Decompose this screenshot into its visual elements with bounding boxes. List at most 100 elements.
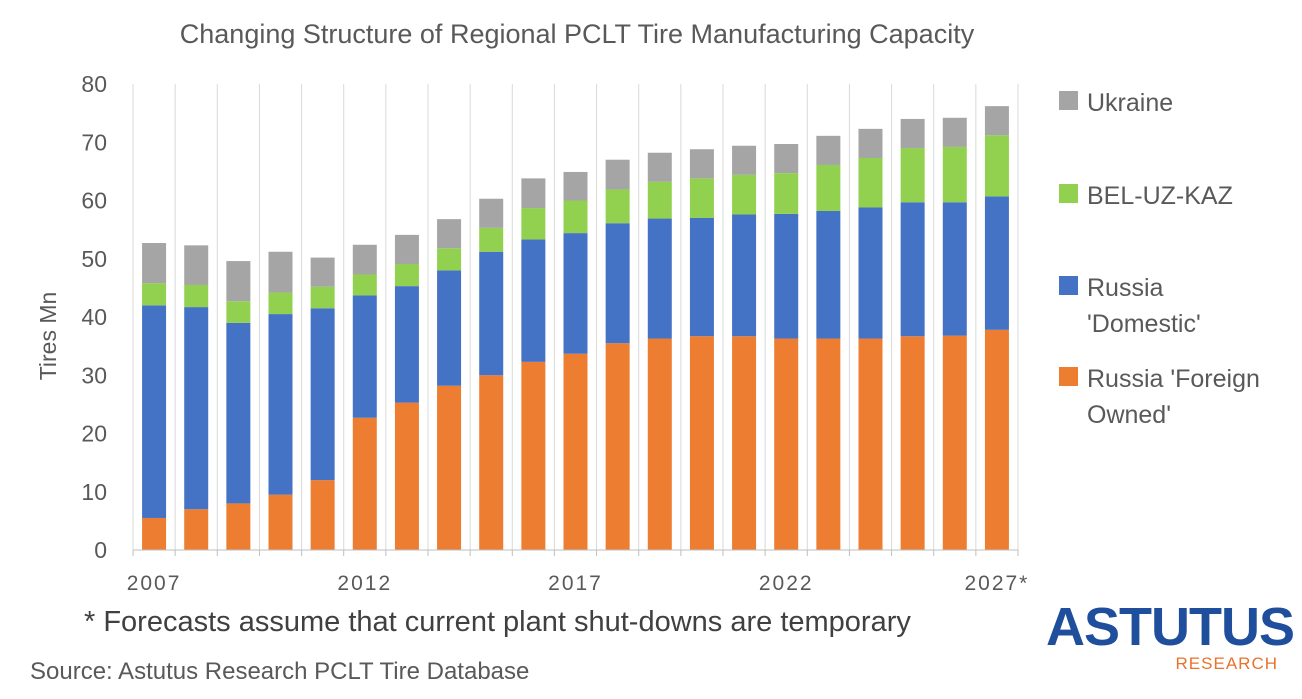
bar-segment	[479, 198, 504, 228]
bar-segment	[605, 223, 630, 344]
bar-segment	[816, 164, 841, 211]
bar-segment	[732, 174, 757, 215]
bar-segment	[268, 314, 293, 495]
bar-segment	[942, 146, 967, 203]
bar-segment	[605, 343, 630, 550]
bar-segment	[268, 292, 293, 315]
x-tick-label: 2027*	[964, 572, 1029, 595]
bar-segment	[352, 244, 377, 275]
bar-segment	[142, 283, 167, 306]
bar-segment	[352, 295, 377, 418]
bar-segment	[394, 286, 419, 403]
bar-segment	[521, 208, 546, 240]
bar-segment	[605, 159, 630, 190]
bar-segment	[689, 217, 714, 337]
bar-segment	[942, 117, 967, 147]
bar-segment	[647, 218, 672, 339]
bar-segment	[774, 338, 799, 550]
bar-segment	[900, 202, 925, 337]
bar-segment	[479, 251, 504, 376]
bar-segment	[437, 385, 462, 550]
bar-segment	[984, 329, 1009, 550]
bar-segment	[310, 308, 335, 481]
bar-segment	[774, 173, 799, 214]
legend-label: Russia	[1087, 274, 1164, 302]
y-axis-label: Tires Mn	[35, 292, 61, 381]
bar-segment	[774, 143, 799, 174]
chart-title: Changing Structure of Regional PCLT Tire…	[180, 19, 975, 49]
bar-segment	[984, 196, 1009, 330]
x-tick-label: 2022	[759, 572, 814, 595]
legend-label: BEL-UZ-KAZ	[1087, 182, 1233, 210]
x-tick-label: 2012	[337, 572, 392, 595]
bar-segment	[310, 480, 335, 550]
bar-segment	[942, 202, 967, 336]
bar-segment	[521, 178, 546, 209]
bar-segment	[184, 284, 209, 308]
bar-segment	[437, 248, 462, 271]
y-tick-label: 20	[81, 421, 107, 447]
bar-segment	[858, 128, 883, 158]
bar-segment	[352, 274, 377, 296]
legend-label: Russia 'Foreign	[1087, 365, 1260, 393]
bar-segment	[689, 336, 714, 550]
bar-segment	[816, 210, 841, 339]
bar-segment	[184, 245, 209, 285]
bar-segment	[732, 145, 757, 175]
bar-segment	[521, 361, 546, 550]
bar-segment	[816, 338, 841, 550]
bar-segment	[900, 118, 925, 149]
bar-segment	[858, 338, 883, 550]
legend-swatch	[1059, 367, 1078, 386]
bar-segment	[142, 305, 167, 518]
bar-segment	[732, 214, 757, 337]
grid-lines	[132, 84, 1019, 550]
bar-segment	[858, 157, 883, 208]
bar-segment	[184, 509, 209, 550]
legend: Ukraine BEL-UZ-KAZ Russia 'Domestic' Russia …	[1059, 89, 1260, 429]
bar-segment	[352, 417, 377, 550]
legend-swatch	[1059, 91, 1078, 110]
legend-swatch	[1059, 184, 1078, 203]
bar-segment	[689, 149, 714, 179]
bar-segment	[647, 338, 672, 550]
bars	[142, 106, 1009, 550]
footnote: * Forecasts assume that current plant sh…	[84, 606, 911, 638]
bar-segment	[479, 375, 504, 550]
bar-segment	[900, 148, 925, 203]
bar-segment	[942, 335, 967, 550]
bar-segment	[816, 135, 841, 165]
bar-segment	[563, 171, 588, 201]
y-tick-label: 80	[81, 71, 107, 97]
bar-segment	[437, 270, 462, 386]
bar-segment	[858, 207, 883, 339]
bar-segment	[563, 200, 588, 234]
x-tick-label: 2007	[127, 572, 182, 595]
legend-swatch	[1059, 276, 1078, 295]
legend-label-line2: Owned'	[1087, 401, 1171, 429]
bar-segment	[184, 307, 209, 510]
astutus-logo: ASTUTUS RESEARCH	[1046, 597, 1295, 684]
bar-segment	[394, 402, 419, 550]
legend-label-line2: 'Domestic'	[1087, 310, 1201, 338]
bar-segment	[394, 234, 419, 264]
bar-segment	[226, 301, 251, 323]
bar-segment	[563, 353, 588, 550]
bar-segment	[437, 219, 462, 249]
bar-segment	[479, 227, 504, 252]
logo-main-text: ASTUTUS	[1046, 597, 1295, 657]
bar-segment	[984, 106, 1009, 136]
bar-segment	[142, 243, 167, 284]
y-tick-label: 0	[94, 537, 107, 563]
bar-segment	[310, 257, 335, 287]
y-tick-label: 30	[81, 362, 107, 388]
bar-segment	[774, 213, 799, 339]
bar-segment	[226, 261, 251, 302]
source-note: Source: Astutus Research PCLT Tire Datab…	[30, 658, 530, 685]
bar-segment	[268, 251, 293, 293]
y-tick-label: 10	[81, 479, 107, 505]
bar-segment	[647, 152, 672, 182]
bar-segment	[310, 286, 335, 309]
